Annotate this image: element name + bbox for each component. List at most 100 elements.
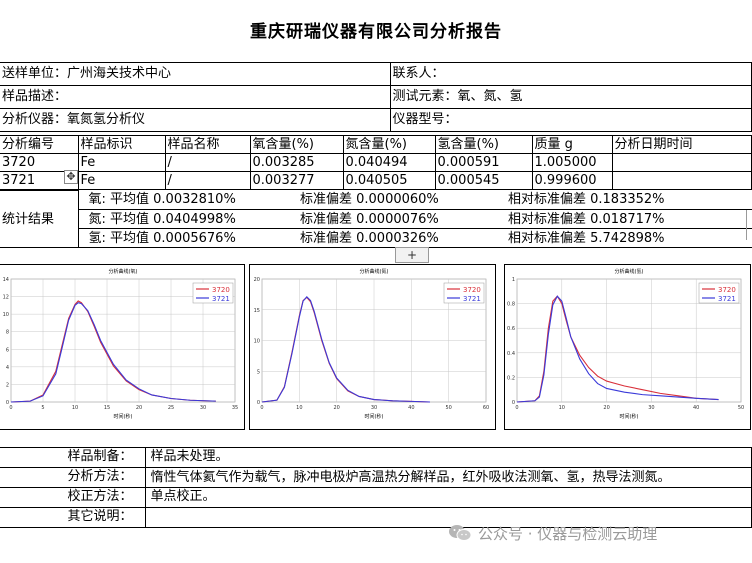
sample-desc-cell[interactable]: 样品描述： <box>0 85 391 109</box>
watermark-text: 公众号 · 仪器与检测云助理 <box>478 524 658 543</box>
x-axis-label: 时间(秒) <box>114 413 133 420</box>
sender-label: 送样单位： <box>2 66 68 81</box>
cell-sample-name: / <box>164 171 251 190</box>
y-tick-label: 0.4 <box>507 351 515 357</box>
x-tick-label: 35 <box>232 405 238 411</box>
chart-nitrogen[interactable]: 分析曲线(氮) 0 10 20 30 40 50 60 0 5 10 15 20 时间(秒) 3720 372… <box>249 264 496 430</box>
legend-label-3721: 3721 <box>718 295 736 303</box>
cell-datetime <box>611 153 752 172</box>
stats-rsd: 相对标准偏差 0.183352% <box>506 190 752 210</box>
sample-desc-label: 样品描述： <box>2 89 68 104</box>
prep-value[interactable]: 样品未处理。 <box>144 447 752 468</box>
chart-nitrogen-svg: 分析曲线(氮) 0 10 20 30 40 50 60 0 5 10 15 20 时间(秒) 3720372… <box>254 268 490 420</box>
prep-label: 样品制备： <box>0 447 146 468</box>
table-row[interactable]: 3720 Fe / 0.003285 0.040494 0.000591 1.0… <box>0 153 752 172</box>
info-row: 样品描述： 测试元素：氧、氮、氢 <box>0 85 752 109</box>
y-tick-label: 10 <box>254 339 260 345</box>
y-tick-label: 1 <box>512 277 515 283</box>
legend-label-3720: 3720 <box>212 286 230 294</box>
legend-label-3721: 3721 <box>212 295 230 303</box>
y-tick-label: 14 <box>3 277 9 283</box>
chart-oxygen[interactable]: 分析曲线(氧) 0 5 10 15 20 25 30 35 0 2 4 6 8 10 12 14 时间(秒) 372… <box>0 264 245 430</box>
header-datetime: 分析日期时间 <box>611 135 752 154</box>
contact-label: 联系人： <box>392 66 445 81</box>
x-tick-label: 0 <box>260 405 263 411</box>
cell-oxygen: 0.003285 <box>249 153 344 172</box>
instrument-value: 氧氮氢分析仪 <box>67 112 146 127</box>
y-tick-label: 0.8 <box>507 302 515 308</box>
measurement-table: 分析编号 样品标识 样品名称 氧含量(%) 氮含量(%) 氢含量(%) 质量 g… <box>0 135 752 190</box>
calibration-value[interactable]: 单点校正。 <box>144 487 752 508</box>
contact-cell[interactable]: 联系人： <box>389 62 752 86</box>
header-oxygen: 氧含量(%) <box>249 135 344 154</box>
chart-title: 分析曲线(氢) <box>615 268 644 275</box>
chart-hydrogen-svg: 分析曲线(氢) 0 10 20 30 40 50 0 0.2 0.4 0.6 0.8 1 时间(秒) 372… <box>507 268 744 420</box>
statistics-table: 统计结果 氧: 平均值 0.0032810% 标准偏差 0.0000060% 相… <box>0 190 752 248</box>
header-mass: 质量 g <box>531 135 613 154</box>
stats-mean: 氮: 平均值 0.0404998% <box>78 209 298 229</box>
x-tick-label: 30 <box>200 405 206 411</box>
y-tick-label: 8 <box>6 330 9 336</box>
stats-row: 氢: 平均值 0.0005676% 标准偏差 0.0000326% 相对标准偏差… <box>0 228 752 248</box>
elements-cell[interactable]: 测试元素：氧、氮、氢 <box>389 85 752 109</box>
sender-cell[interactable]: 送样单位：广州海关技术中心 <box>0 62 391 86</box>
cell-nitrogen: 0.040494 <box>342 153 436 172</box>
x-tick-label: 15 <box>104 405 110 411</box>
wechat-icon <box>449 525 472 541</box>
method-label: 分析方法： <box>0 467 146 488</box>
x-axis-label: 时间(秒) <box>365 413 384 420</box>
x-tick-label: 20 <box>333 405 339 411</box>
stats-sd: 标准偏差 0.0000060% <box>298 190 506 210</box>
x-tick-label: 20 <box>136 405 142 411</box>
instrument-label: 分析仪器： <box>2 112 68 127</box>
watermark: 公众号 · 仪器与检测云助理 <box>448 521 657 545</box>
table-row[interactable]: 3721 Fe / 0.003277 0.040505 0.000545 0.9… <box>0 171 752 190</box>
x-tick-label: 5 <box>41 405 44 411</box>
cell-nitrogen: 0.040505 <box>342 171 436 190</box>
stats-mean: 氧: 平均值 0.0032810% <box>78 190 298 210</box>
calibration-label: 校正方法： <box>0 487 146 508</box>
stats-sd: 标准偏差 0.0000326% <box>298 228 506 248</box>
x-tick-label: 0 <box>9 405 12 411</box>
x-tick-label: 10 <box>72 405 78 411</box>
stats-row: 氮: 平均值 0.0404998% 标准偏差 0.0000076% 相对标准偏差… <box>0 209 752 229</box>
y-tick-label: 15 <box>254 308 260 314</box>
report-title: 重庆研瑞仪器有限公司分析报告 <box>250 22 502 42</box>
info-table: 送样单位：广州海关技术中心 联系人： 样品描述： 测试元素：氧、氮、氢 分析仪器… <box>0 62 752 132</box>
header-nitrogen: 氮含量(%) <box>342 135 436 154</box>
y-tick-label: 10 <box>3 312 9 318</box>
x-tick-label: 10 <box>296 405 302 411</box>
header-analysis-id: 分析编号 <box>0 135 79 154</box>
y-tick-label: 12 <box>3 295 9 301</box>
sender-value: 广州海关技术中心 <box>67 66 172 81</box>
model-cell[interactable]: 仪器型号： <box>389 108 752 132</box>
measurement-header-row: 分析编号 样品标识 样品名称 氧含量(%) 氮含量(%) 氢含量(%) 质量 g… <box>0 135 752 154</box>
y-tick-label: 6 <box>6 347 9 353</box>
y-tick-label: 0 <box>512 400 515 406</box>
scroll-edge-marker <box>746 210 752 240</box>
x-axis-label: 时间(秒) <box>620 413 639 420</box>
x-tick-label: 30 <box>648 405 654 411</box>
cell-oxygen: 0.003277 <box>249 171 344 190</box>
stats-label: 统计结果 <box>0 190 79 248</box>
table-move-handle-icon[interactable]: ✥ <box>64 170 78 184</box>
method-value[interactable]: 惰性气体氦气作为载气，脉冲电极炉高温热分解样品，红外吸收法测氧、氢，热导法测氮。 <box>144 467 752 488</box>
cell-hydrogen: 0.000591 <box>434 153 533 172</box>
chart-oxygen-svg: 分析曲线(氧) 0 5 10 15 20 25 30 35 0 2 4 6 8 10 12 14 时间(秒) 372… <box>3 268 239 420</box>
y-tick-label: 0 <box>6 400 9 406</box>
y-tick-label: 0.2 <box>507 375 515 381</box>
info-row: 送样单位：广州海关技术中心 联系人： <box>0 62 752 86</box>
series-line-3721 <box>10 302 216 403</box>
cell-sample-mark: Fe <box>77 153 166 172</box>
instrument-cell[interactable]: 分析仪器：氧氮氢分析仪 <box>0 108 391 132</box>
legend-label-3720: 3720 <box>463 286 481 294</box>
add-row-plus-icon[interactable]: + <box>395 247 429 263</box>
stats-sd: 标准偏差 0.0000076% <box>298 209 506 229</box>
chart-hydrogen[interactable]: 分析曲线(氢) 0 10 20 30 40 50 0 0.2 0.4 0.6 0.8 1 时间(秒) 372… <box>504 264 751 430</box>
cell-mass: 1.005000 <box>531 153 613 172</box>
other-notes-value[interactable] <box>144 507 752 528</box>
model-label: 仪器型号： <box>392 112 458 127</box>
chart-title: 分析曲线(氮) <box>360 268 389 275</box>
cell-mass: 0.999600 <box>531 171 613 190</box>
elements-label: 测试元素： <box>392 89 458 104</box>
